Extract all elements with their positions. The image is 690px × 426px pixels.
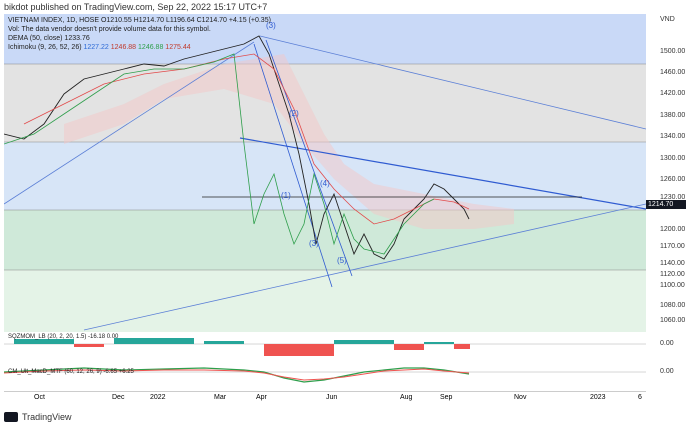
green-zone: [4, 210, 646, 270]
channel-line-1: [253, 43, 333, 288]
brand-name: TradingView: [22, 412, 72, 422]
currency-label: VND: [660, 16, 675, 23]
macd-pane[interactable]: [4, 358, 646, 390]
legend-dema-label: DEMA (50, close): [8, 35, 63, 42]
chart-legend: VIETNAM INDEX, 1D, HOSE O1210.55 H1214.7…: [8, 17, 271, 51]
legend-ichimoku-label: Ichimoku (9, 26, 52, 26): [8, 44, 82, 51]
time-axis[interactable]: Oct Dec 2022 Mar Apr Jun Aug Sep Nov 202…: [4, 391, 646, 406]
trendline-left: [4, 41, 255, 205]
price-axis[interactable]: VND 1500.00 1460.00 1420.00 1380.00 1340…: [660, 16, 686, 375]
dema-line: [23, 53, 470, 225]
sub1-label: SQZMOM_LB (20, 2, 20, 1.5) -16.18 0.00: [8, 334, 119, 340]
trendline-upper: [259, 35, 646, 130]
sub2-label: CM_Ult_MacD_MTF (60, 12, 26, 9) -6.65 +6…: [8, 369, 134, 375]
wave-label-top: (3): [266, 21, 276, 30]
blue-zone-top: [4, 14, 646, 64]
wave-label-3b: (3): [309, 239, 319, 248]
legend-dema-value: 1233.76: [64, 35, 90, 42]
legend-volume: Vol: The data vendor doesn't provide vol…: [8, 26, 211, 33]
squeeze-momentum-pane[interactable]: [4, 333, 646, 357]
tradingview-logo-icon: [4, 412, 18, 422]
wave-label-1: (1): [281, 191, 291, 200]
trendline-support: [83, 203, 646, 331]
price-chart[interactable]: (3) (2) (4) (1) (3) (5): [4, 14, 646, 332]
ichimoku-cloud: [64, 54, 514, 229]
wave-label-2: (2): [289, 109, 299, 118]
wave-label-5: (5): [337, 256, 347, 265]
wave-label-4: (4): [320, 179, 330, 188]
lagging-span: [4, 53, 435, 255]
footer: TradingView: [4, 408, 72, 426]
green-zone-low: [4, 270, 646, 332]
legend-symbol: VIETNAM INDEX, 1D, HOSE O1210.55 H1214.7…: [8, 17, 271, 24]
channel-line-2: [265, 39, 353, 277]
price-line: [4, 35, 470, 260]
last-price-tag: 1214.70: [646, 200, 686, 209]
publish-header: bikdot published on TradingView.com, Sep…: [4, 2, 268, 12]
